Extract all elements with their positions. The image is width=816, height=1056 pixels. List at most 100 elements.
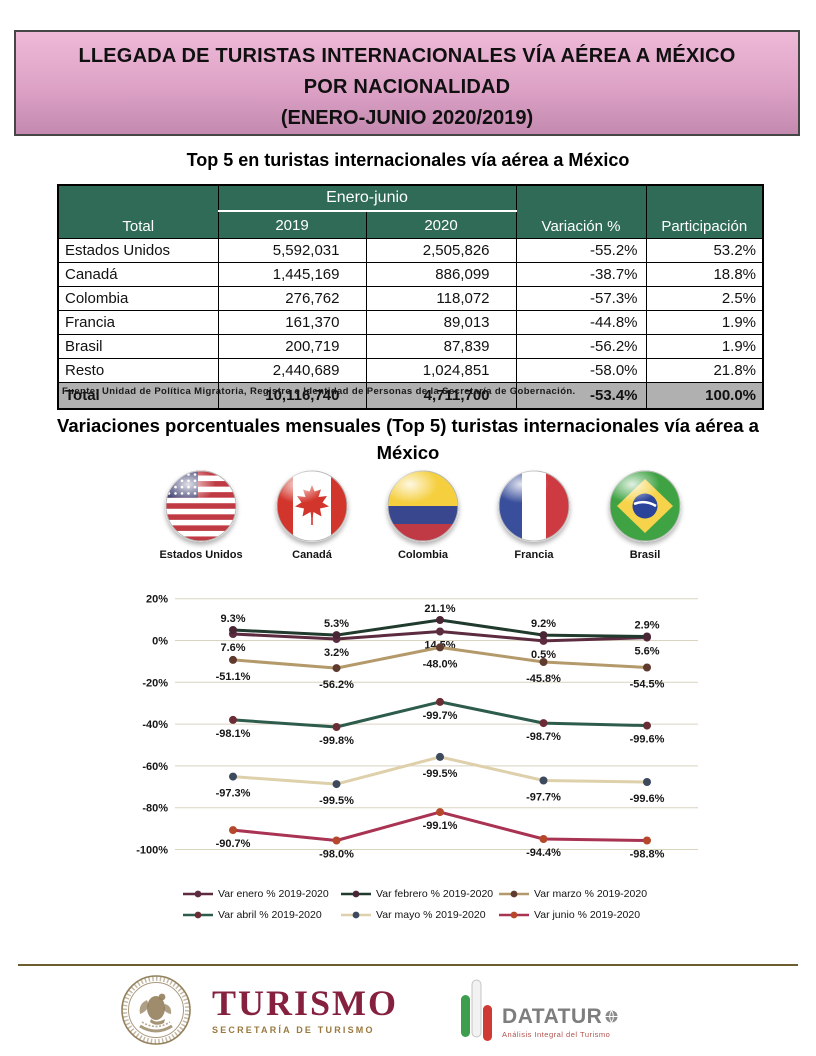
data-label: 5.3% (324, 618, 349, 630)
cell-variacion: -53.4% (515, 382, 647, 410)
data-label: -97.3% (216, 788, 251, 800)
cell-variacion: -44.8% (515, 310, 647, 335)
data-label: -98.1% (216, 728, 251, 740)
data-point (643, 778, 651, 786)
series-3: -51.1% -56.2% -48.0% -45.8% -54.5% (216, 643, 665, 691)
data-label: 3.2% (324, 647, 349, 659)
cell-participacion: 1.9% (645, 310, 764, 335)
data-point (229, 772, 237, 781)
data-point (229, 626, 237, 634)
series-2: 9.3% 5.3% 21.1% 9.2% 2.9% (220, 603, 660, 641)
cell-name: Francia (57, 310, 219, 335)
header-variacion: Variación % (515, 184, 647, 239)
data-label: 2.9% (634, 620, 659, 632)
cell-name: Colombia (57, 286, 219, 311)
series-4: -98.1% -99.8% -99.7% -98.7% -99.6% (216, 697, 665, 747)
banner-subtitle: (ENERO-JUNIO 2020/2019) (280, 107, 534, 129)
cell-y2020: 886,099 (365, 262, 517, 287)
flag-label: Brasil (629, 549, 661, 561)
y-tick-label: -20% (142, 677, 168, 689)
series-5: -97.3% -99.5% -99.5% -97.7% -99.6% (216, 752, 665, 807)
legend-swatch (499, 890, 529, 898)
data-label: -99.7% (423, 710, 458, 722)
cell-variacion: -58.0% (515, 358, 647, 383)
legend-grid: Var enero % 2019-2020 Var febrero % 2019-… (161, 888, 655, 921)
data-label: -99.5% (319, 795, 354, 807)
line-chart-svg: 20%0%-20%-40%-60%-80%-100%7.6%3.2%14.5%0… (136, 594, 698, 861)
header-enero-junio: Enero-junio (217, 184, 517, 212)
data-label: 21.1% (424, 603, 455, 615)
data-label: 9.2% (531, 618, 556, 630)
data-point (436, 616, 444, 624)
cell-variacion: -55.2% (515, 238, 647, 263)
data-point (643, 836, 651, 845)
data-point (539, 776, 548, 785)
cell-variacion: -38.7% (515, 262, 647, 287)
flag-item-br: Brasil (602, 470, 688, 561)
table-header: Total Enero-junio Variación % Participac… (57, 184, 764, 239)
table-row: Francia 161,370 89,013 -44.8% 1.9% (57, 310, 764, 335)
data-point (229, 826, 237, 835)
data-point (643, 663, 651, 672)
data-label: -99.6% (630, 734, 665, 746)
chart-legend: Var enero % 2019-2020 Var febrero % 2019-… (0, 888, 816, 921)
banner-title: LLEGADA DE TURISTAS INTERNACIONALES VÍA … (78, 45, 736, 98)
cell-name: Total (57, 382, 219, 410)
flag-item-ca: Canadá (269, 470, 355, 561)
data-label: -97.7% (526, 792, 561, 804)
flag-label: Canadá (292, 549, 332, 561)
table-title: Top 5 en turistas internacionales vía aé… (186, 150, 630, 170)
series-6: -90.7% -98.0% -99.1% -94.4% -98.8% (216, 808, 665, 861)
cell-name: Brasil (57, 334, 219, 359)
data-point (539, 636, 548, 645)
cell-y2019: 5,592,031 (217, 238, 367, 263)
datatur-name-text: DATATUR (502, 1005, 603, 1028)
data-label: -98.7% (526, 731, 561, 743)
us-flag-icon (165, 470, 237, 542)
table-source: Fuente: Unidad de Política Migratoria, R… (62, 386, 576, 397)
turismo-subtitle: SECRETARÍA DE TURISMO (212, 1025, 375, 1036)
header-total: Total (57, 184, 219, 239)
cell-y2019: 276,762 (217, 286, 367, 311)
cell-y2019: 2,440,689 (217, 358, 367, 383)
data-point (643, 721, 651, 730)
legend-label: Var enero % 2019-2020 (218, 888, 329, 900)
cell-y2019: 1,445,169 (217, 262, 367, 287)
data-label: -56.2% (319, 679, 354, 691)
header-participacion: Participación (645, 184, 764, 239)
legend-item-4: Var abril % 2019-2020 (181, 909, 339, 921)
data-label: -99.6% (630, 793, 665, 805)
data-label: -99.8% (319, 735, 354, 747)
header-2020: 2020 (365, 210, 517, 239)
datatur-globe-icon (605, 1010, 618, 1023)
legend-label: Var marzo % 2019-2020 (534, 888, 648, 900)
cell-participacion: 21.8% (645, 358, 764, 383)
data-point (332, 723, 341, 731)
legend-item-3: Var marzo % 2019-2020 (497, 888, 655, 900)
data-point (332, 631, 341, 640)
data-label: -98.8% (630, 849, 665, 861)
cell-y2019: 161,370 (217, 310, 367, 335)
cell-y2020: 1,024,851 (365, 358, 517, 383)
turismo-logo: TURISMO SECRETARÍA DE TURISMO (212, 984, 398, 1036)
cell-y2020: 87,839 (365, 334, 517, 359)
datatur-logo: DATATUR Análisis Integral del Turismo (460, 979, 618, 1041)
datatur-bars-icon (461, 979, 493, 1041)
y-tick-label: -80% (142, 803, 168, 815)
data-label: -54.5% (630, 679, 665, 691)
data-label: 7.6% (220, 642, 245, 654)
data-label: -98.0% (319, 849, 354, 861)
table-total-row: Total 10,116,740 4,711,700 -53.4% 100.0% (57, 382, 764, 410)
legend-swatch (341, 911, 371, 919)
flag-label: Francia (514, 549, 554, 561)
data-point (539, 658, 548, 666)
footer-divider (18, 964, 798, 966)
table-row: Canadá 1,445,169 886,099 -38.7% 18.8% (57, 262, 764, 287)
data-point (436, 643, 444, 652)
header-2019: 2019 (217, 210, 367, 239)
data-label: 9.3% (220, 613, 245, 625)
y-tick-label: -40% (142, 719, 168, 731)
line-chart: 20%0%-20%-40%-60%-80%-100%7.6%3.2%14.5%0… (130, 588, 710, 880)
cell-variacion: -57.3% (515, 286, 647, 311)
